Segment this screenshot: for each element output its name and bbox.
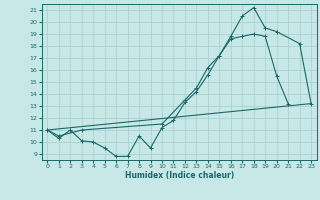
X-axis label: Humidex (Indice chaleur): Humidex (Indice chaleur) (124, 171, 234, 180)
